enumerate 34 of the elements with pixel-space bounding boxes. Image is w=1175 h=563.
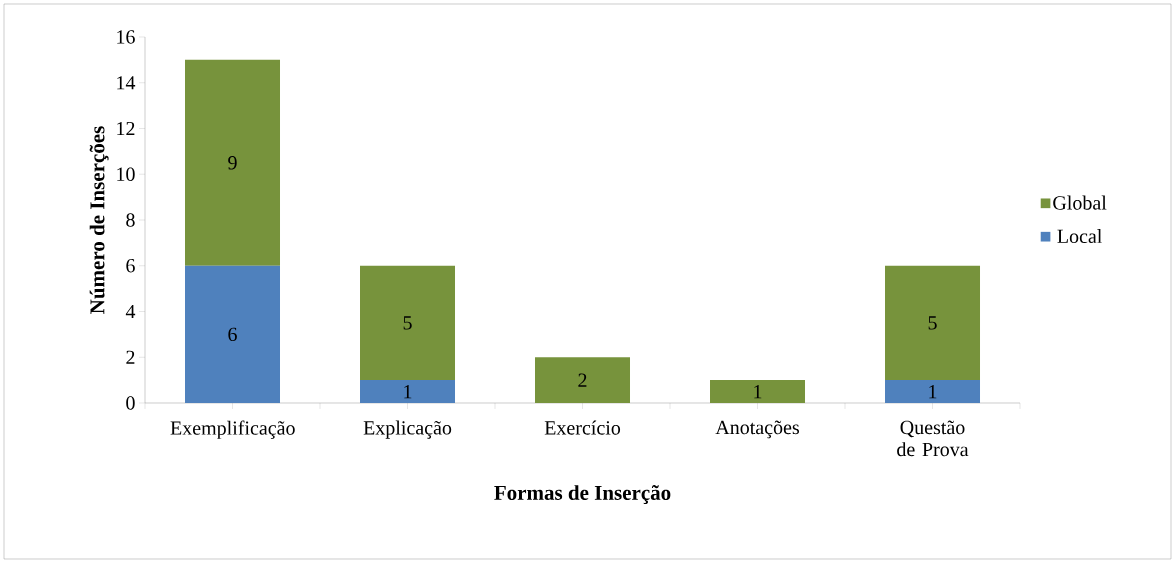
y-tick-label: 10	[117, 167, 135, 181]
y-tick-label: 12	[117, 121, 135, 136]
data-label: 6	[228, 327, 237, 342]
bar	[185, 265, 281, 403]
data-label: 5	[403, 316, 412, 330]
y-tick-label: 16	[117, 30, 135, 44]
y-tick-label: 14	[117, 76, 136, 90]
bar	[360, 265, 456, 381]
data-label: 1	[754, 384, 762, 399]
y-tick-label: 8	[126, 213, 135, 227]
data-label: 1	[929, 384, 937, 399]
y-tick-label: 4	[125, 304, 136, 319]
data-label: 9	[228, 156, 237, 170]
x-tick-label: Exercício	[544, 420, 621, 435]
y-tick-label: 0	[126, 396, 135, 410]
y-tick-label: 6	[126, 259, 135, 273]
data-label: 2	[578, 373, 587, 387]
legend-label: Local	[1057, 229, 1102, 244]
bar	[710, 380, 806, 403]
bar	[885, 380, 981, 403]
bar	[360, 380, 456, 403]
data-label: 1	[404, 384, 412, 399]
x-tick-label: Exemplificação	[170, 420, 295, 439]
y-axis-title: Número de Inserções	[89, 126, 109, 314]
x-tick-label: Questão de Prova	[897, 420, 969, 457]
bar	[885, 265, 981, 381]
x-tick-label: Explicação	[363, 420, 452, 439]
legend-label: Global	[1053, 195, 1107, 210]
bar	[535, 357, 631, 403]
y-tick-label: 2	[126, 350, 135, 364]
x-axis-title: Formas de Inserção	[494, 485, 671, 505]
bar	[185, 59, 281, 266]
data-label: 5	[928, 316, 937, 330]
x-tick-label: Anotações	[715, 420, 799, 439]
